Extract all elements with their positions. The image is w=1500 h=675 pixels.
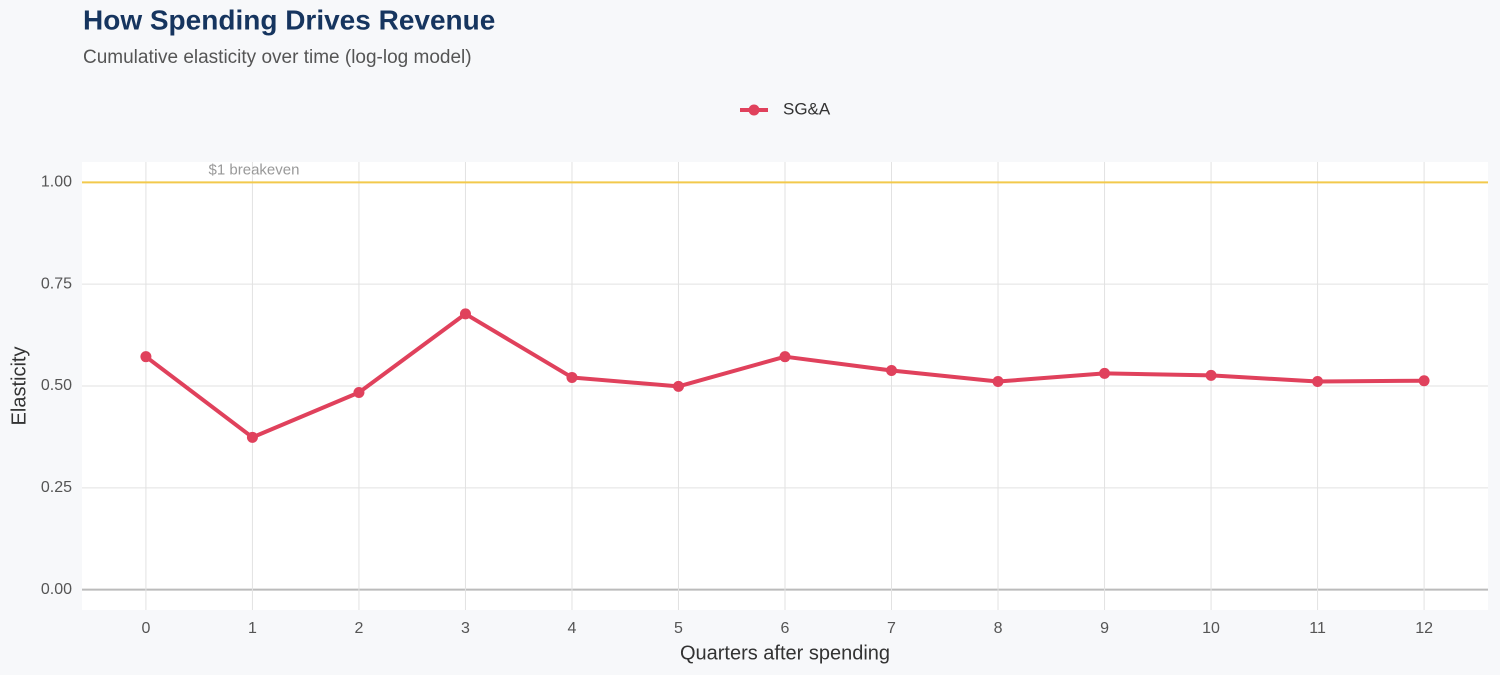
data-point [246,431,258,443]
data-point [992,376,1004,388]
x-tick-label: 10 [1202,620,1220,637]
y-tick-label: 0.00 [41,581,72,598]
data-point [886,365,898,377]
y-tick-label: 0.25 [41,479,72,496]
legend-label: SG&A [783,99,831,118]
reference-label: $1 breakeven [209,161,300,178]
y-tick-label: 0.50 [41,377,72,394]
data-point [140,351,152,363]
data-point [353,387,365,399]
x-tick-label: 0 [141,620,150,637]
x-tick-label: 7 [887,620,896,637]
y-tick-label: 1.00 [41,174,72,191]
x-tick-label: 6 [781,620,790,637]
x-tick-label: 5 [674,620,683,637]
x-tick-label: 9 [1100,620,1109,637]
data-point [459,308,471,320]
data-point [566,371,578,383]
y-tick-label: 0.75 [41,275,72,292]
chart-subtitle: Cumulative elasticity over time (log-log… [83,47,472,68]
x-tick-label: 11 [1309,620,1326,637]
data-point [1418,375,1430,387]
x-tick-label: 2 [354,620,363,637]
x-tick-label: 8 [994,620,1003,637]
y-axis-label: Elasticity [8,347,30,426]
data-point [1205,369,1217,381]
data-point [779,351,791,363]
data-point [1099,367,1111,379]
data-point [1312,376,1324,388]
x-tick-label: 3 [461,620,470,637]
data-point [672,380,684,392]
x-tick-label: 12 [1415,620,1433,637]
x-tick-label: 4 [568,620,577,637]
legend-swatch-dot [748,104,760,116]
x-tick-label: 1 [248,620,257,637]
x-axis-label: Quarters after spending [680,642,890,664]
chart-title: How Spending Drives Revenue [83,4,495,35]
